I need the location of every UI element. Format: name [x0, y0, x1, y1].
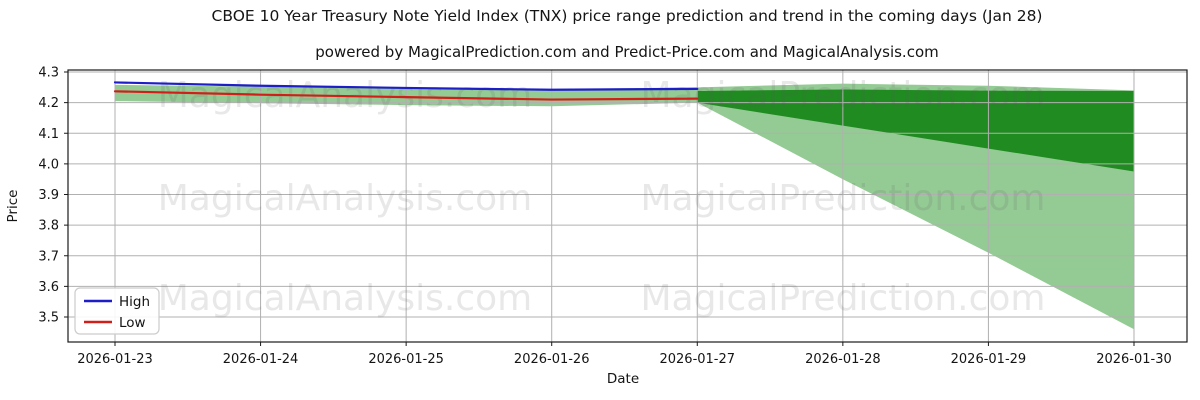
chart-title: CBOE 10 Year Treasury Note Yield Index (… [212, 7, 1043, 25]
y-tick-label: 4.2 [38, 96, 59, 111]
chart-subtitle: powered by MagicalPrediction.com and Pre… [315, 43, 939, 61]
x-axis: 2026-01-23 2026-01-24 2026-01-25 2026-01-26… [77, 342, 1172, 367]
x-tick-label: 2026-01-26 [514, 352, 590, 367]
x-tick-label: 2026-01-25 [368, 352, 444, 367]
watermark-prediction: MagicalPrediction.com [641, 178, 1046, 219]
watermark-prediction: MagicalPrediction.com [641, 75, 1046, 116]
y-tick-label: 4.0 [38, 157, 59, 172]
watermark-analysis: MagicalAnalysis.com [158, 278, 532, 319]
y-tick-label: 3.8 [38, 219, 59, 234]
y-tick-label: 3.9 [38, 188, 59, 203]
legend-low-label: Low [119, 315, 146, 331]
y-tick-label: 4.3 [38, 66, 59, 81]
x-tick-label: 2026-01-28 [805, 352, 881, 367]
watermark-layer: MagicalAnalysis.com MagicalPrediction.co… [158, 75, 1046, 319]
line-high [113, 81, 699, 91]
plot-border [67, 69, 1188, 343]
x-axis-label: Date [607, 371, 639, 387]
x-tick-label: 2026-01-24 [223, 352, 299, 367]
x-tick-label: 2026-01-29 [951, 352, 1027, 367]
line-low [113, 90, 699, 101]
x-tick-label: 2026-01-27 [659, 352, 735, 367]
y-tick-label: 3.6 [38, 280, 59, 295]
x-tick-label: 2026-01-30 [1096, 352, 1172, 367]
y-tick-label: 3.5 [38, 311, 59, 326]
legend-high-label: High [119, 294, 150, 310]
legend: High Low [74, 287, 160, 335]
x-tick-label: 2026-01-23 [77, 352, 153, 367]
watermark-prediction: MagicalPrediction.com [641, 278, 1046, 319]
y-tick-label: 4.1 [38, 127, 59, 142]
series-layer [113, 81, 699, 101]
y-tick-label: 3.7 [38, 249, 59, 264]
y-axis-label: Price [5, 190, 21, 223]
watermark-analysis: MagicalAnalysis.com [158, 178, 532, 219]
y-axis: 4.3 4.2 4.1 4.0 3.9 3.8 3.7 3.6 3.5 [38, 66, 68, 326]
band-forecast-inner [697, 89, 1134, 172]
